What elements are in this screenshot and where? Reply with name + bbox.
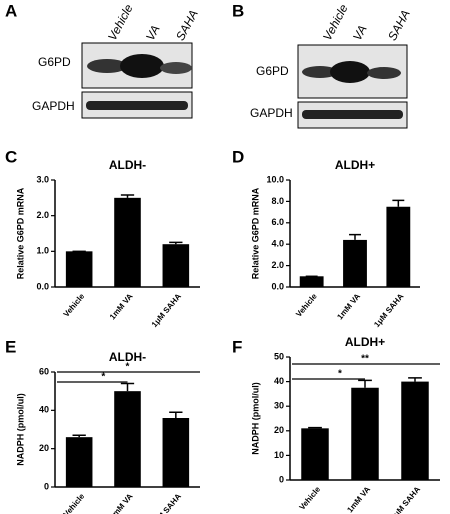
y-tick-label: 1.0 xyxy=(36,246,49,256)
error-bar xyxy=(349,233,361,240)
y-tick-label: 40 xyxy=(274,376,284,386)
y-tick-label: 8.0 xyxy=(271,196,284,206)
lane-label: SAHA xyxy=(173,7,201,42)
y-axis-label: NADPH (pmol/ul) xyxy=(250,382,260,455)
y-tick-label: 0.0 xyxy=(36,281,49,291)
bar xyxy=(114,197,141,287)
chart-title: ALDH+ xyxy=(345,335,385,349)
error-bar xyxy=(72,434,86,438)
y-tick-label: 60 xyxy=(39,366,49,376)
row-label: G6PD xyxy=(256,64,289,78)
y-tick-label: 20 xyxy=(274,425,284,435)
y-tick-label: 20 xyxy=(39,443,49,453)
lane-label: Vehicle xyxy=(320,2,351,43)
chart-title: ALDH- xyxy=(109,350,146,364)
y-tick-label: 4.0 xyxy=(271,239,284,249)
error-bar xyxy=(392,199,405,207)
bar xyxy=(114,391,141,487)
panel-letter: A xyxy=(5,1,17,20)
x-tick-label: 1mM VA xyxy=(108,492,135,514)
error-bar xyxy=(169,241,183,245)
panel-letter: F xyxy=(232,337,242,356)
x-tick-label: 1mM VA xyxy=(335,292,362,322)
y-tick-label: 40 xyxy=(39,405,49,415)
y-tick-label: 0 xyxy=(44,481,49,491)
x-tick-label: 1μM SAHA xyxy=(389,485,422,514)
chart-title: ALDH- xyxy=(109,158,146,172)
y-tick-label: 3.0 xyxy=(36,174,49,184)
y-tick-label: 2.0 xyxy=(36,210,49,220)
error-bar xyxy=(120,194,135,198)
bar xyxy=(386,206,411,287)
y-tick-label: 10 xyxy=(274,450,284,460)
blot xyxy=(81,42,193,119)
y-axis-label: Relative G6PD mRNA xyxy=(250,187,260,279)
lane-label: VA xyxy=(350,23,370,43)
significance-label: * xyxy=(338,369,342,380)
y-tick-label: 0.0 xyxy=(271,281,284,291)
row-label: GAPDH xyxy=(32,99,75,113)
row-label: GAPDH xyxy=(250,106,293,120)
x-tick-label: 1mM VA xyxy=(108,292,135,322)
y-axis-label: NADPH (pmol/ul) xyxy=(15,393,25,466)
x-tick-label: Vehicle xyxy=(62,291,87,318)
significance-label: * xyxy=(101,372,105,383)
lane-label: VA xyxy=(143,23,163,43)
significance-label: * xyxy=(126,362,130,373)
bar xyxy=(401,381,429,480)
bar xyxy=(299,276,324,287)
y-tick-label: 50 xyxy=(274,351,284,361)
blot xyxy=(297,44,408,129)
significance-label: ** xyxy=(361,354,369,365)
bar xyxy=(343,239,367,287)
y-axis-label: Relative G6PD mRNA xyxy=(15,187,25,279)
y-tick-label: 6.0 xyxy=(271,217,284,227)
error-bar xyxy=(358,379,372,388)
error-bar xyxy=(308,426,322,429)
error-bar xyxy=(408,377,422,382)
bar xyxy=(162,418,190,487)
panel-letter: E xyxy=(5,337,16,356)
x-tick-label: Vehicle xyxy=(298,484,323,511)
panel-letter: C xyxy=(5,147,17,166)
bar xyxy=(351,387,379,480)
panel-letter: D xyxy=(232,147,244,166)
bar xyxy=(301,428,329,480)
x-tick-label: 1μM SAHA xyxy=(150,492,183,514)
x-tick-label: Vehicle xyxy=(62,491,87,514)
error-bar xyxy=(169,411,183,418)
panel-letter: B xyxy=(232,1,244,20)
bar xyxy=(162,244,190,287)
y-tick-label: 2.0 xyxy=(271,260,284,270)
error-bar xyxy=(120,382,135,392)
x-tick-label: 1μM SAHA xyxy=(372,292,405,329)
row-label: G6PD xyxy=(38,55,71,69)
y-tick-label: 10.0 xyxy=(266,174,284,184)
x-tick-label: 1mM VA xyxy=(345,485,372,514)
lane-label: SAHA xyxy=(385,7,413,42)
x-tick-label: 1μM SAHA xyxy=(150,292,183,329)
bar xyxy=(65,437,93,487)
chart-title: ALDH+ xyxy=(335,158,375,172)
bar xyxy=(65,251,93,287)
y-tick-label: 0 xyxy=(279,474,284,484)
lane-label: Vehicle xyxy=(105,2,136,43)
x-tick-label: Vehicle xyxy=(294,291,319,318)
y-tick-label: 30 xyxy=(274,401,284,411)
